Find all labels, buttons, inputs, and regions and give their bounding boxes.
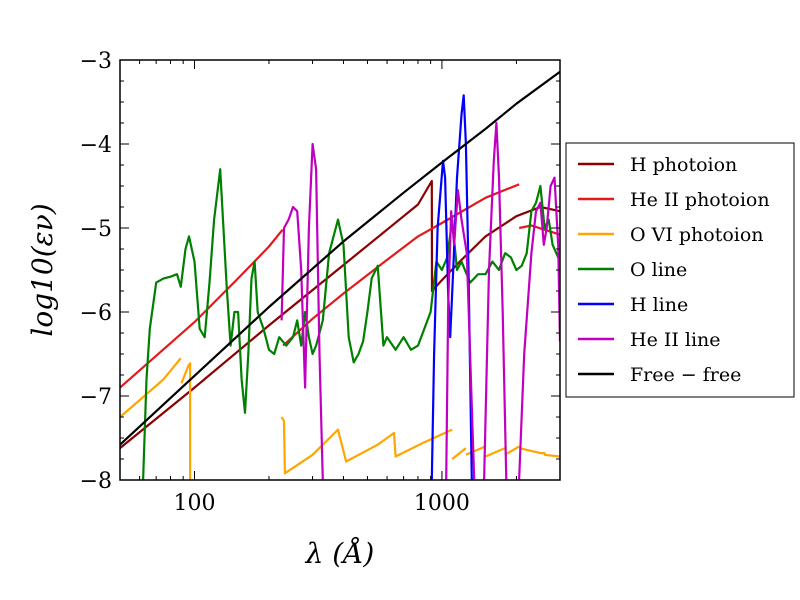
legend-label-h-line: H line [630, 294, 688, 316]
series-line-o-vi-photoion-8 [518, 447, 560, 458]
series-line-o-vi-photoion-1 [180, 363, 191, 384]
series-line-h-line-0 [430, 94, 473, 480]
series-he-ii-photoion [120, 183, 560, 389]
x-tick-label: 100 [173, 491, 215, 516]
y-axis-label: log10(εν) [26, 203, 59, 336]
legend-label-he-ii-photoion: He II photoion [630, 189, 770, 211]
series-line-he-ii-line-3 [518, 176, 560, 480]
series-line-he-ii-line-2 [483, 121, 508, 480]
y-tick-label: −4 [80, 133, 112, 158]
series-line-he-ii-photoion-2 [518, 224, 560, 236]
series-layer [120, 70, 560, 480]
series-line-he-ii-line-0 [280, 142, 324, 480]
y-tick-label: −6 [80, 301, 112, 326]
series-line-he-ii-line-1 [445, 189, 476, 480]
series-line-o-vi-photoion-4 [451, 447, 467, 460]
y-tick-label: −3 [80, 49, 112, 74]
legend-label-he-ii-line: He II line [630, 329, 721, 351]
x-tick-label: 1000 [414, 491, 470, 516]
x-axis-label: λ (Å) [305, 537, 375, 570]
series-line-o-line-0 [142, 168, 560, 480]
series-line-o-vi-photoion-0 [120, 357, 182, 418]
y-tick-label: −8 [80, 469, 112, 494]
ticks-layer: 100 1000 −3 −4 −5 −6 −7 −8 [80, 49, 561, 516]
series-free-free [120, 70, 560, 446]
legend-label-o-line: O line [630, 259, 687, 281]
series-line-o-vi-photoion-3 [280, 416, 453, 475]
series-line-o-vi-photoion-6 [485, 447, 506, 458]
series-o-line [142, 168, 560, 480]
y-tick-label: −7 [80, 385, 112, 410]
legend-label-h-photoion: H photoion [630, 154, 737, 176]
series-h-line [430, 94, 473, 480]
series-line-o-vi-photoion-5 [465, 445, 486, 456]
series-line-h-photoion-0 [120, 179, 560, 449]
y-tick-label: −5 [80, 217, 112, 242]
series-o-vi-photoion [120, 357, 560, 480]
series-line-he-ii-photoion-0 [120, 229, 284, 389]
legend: H photoion He II photoion O VI photoion O l… [565, 142, 795, 398]
series-line-free-free-0 [120, 70, 560, 446]
series-h-photoion [120, 179, 560, 449]
legend-label-o-vi-photoion: O VI photoion [630, 224, 764, 246]
series-he-ii-line [280, 121, 560, 480]
legend-label-free-free: Free − free [630, 364, 741, 386]
series-line-o-vi-photoion-7 [504, 445, 520, 456]
